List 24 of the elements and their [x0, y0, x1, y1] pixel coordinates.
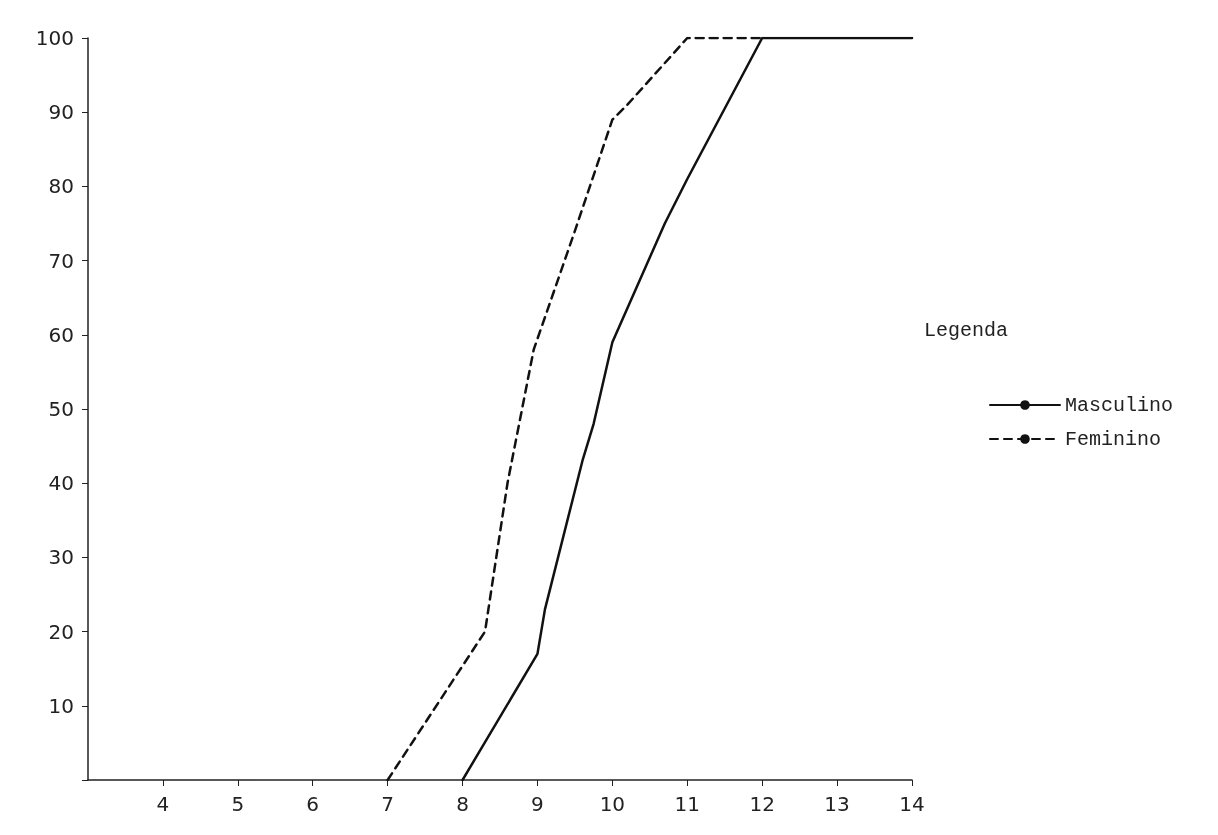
x-tick-label: 13 [824, 792, 850, 816]
y-tick-label: 60 [48, 322, 74, 347]
x-tick-label: 8 [456, 792, 469, 816]
y-tick-label: 30 [48, 545, 74, 570]
x-tick-label: 4 [156, 792, 170, 816]
legend-label: Masculino [1064, 393, 1174, 417]
y-tick-label: 90 [48, 100, 74, 125]
y-tick-label: 50 [48, 397, 74, 421]
x-tick-label: 6 [306, 792, 320, 816]
legend-label: Feminino [1064, 427, 1161, 451]
x-tick-label: 9 [531, 792, 544, 816]
y-tick-label: 100 [35, 26, 74, 50]
y-tick-label: 80 [48, 174, 74, 199]
x-tick-label: 11 [674, 792, 700, 816]
x-tick-label: 10 [599, 792, 626, 816]
x-tick-label: 7 [381, 792, 394, 816]
x-tick-label: 12 [749, 792, 775, 816]
y-tick-label: 70 [48, 248, 74, 273]
y-tick-label: 20 [48, 619, 74, 644]
x-tick-label: 14 [899, 792, 925, 816]
legend-title: Legenda [923, 318, 1008, 342]
x-tick-label: 5 [231, 792, 245, 816]
y-tick-label: 40 [48, 471, 74, 496]
y-tick-label: 10 [48, 693, 74, 718]
